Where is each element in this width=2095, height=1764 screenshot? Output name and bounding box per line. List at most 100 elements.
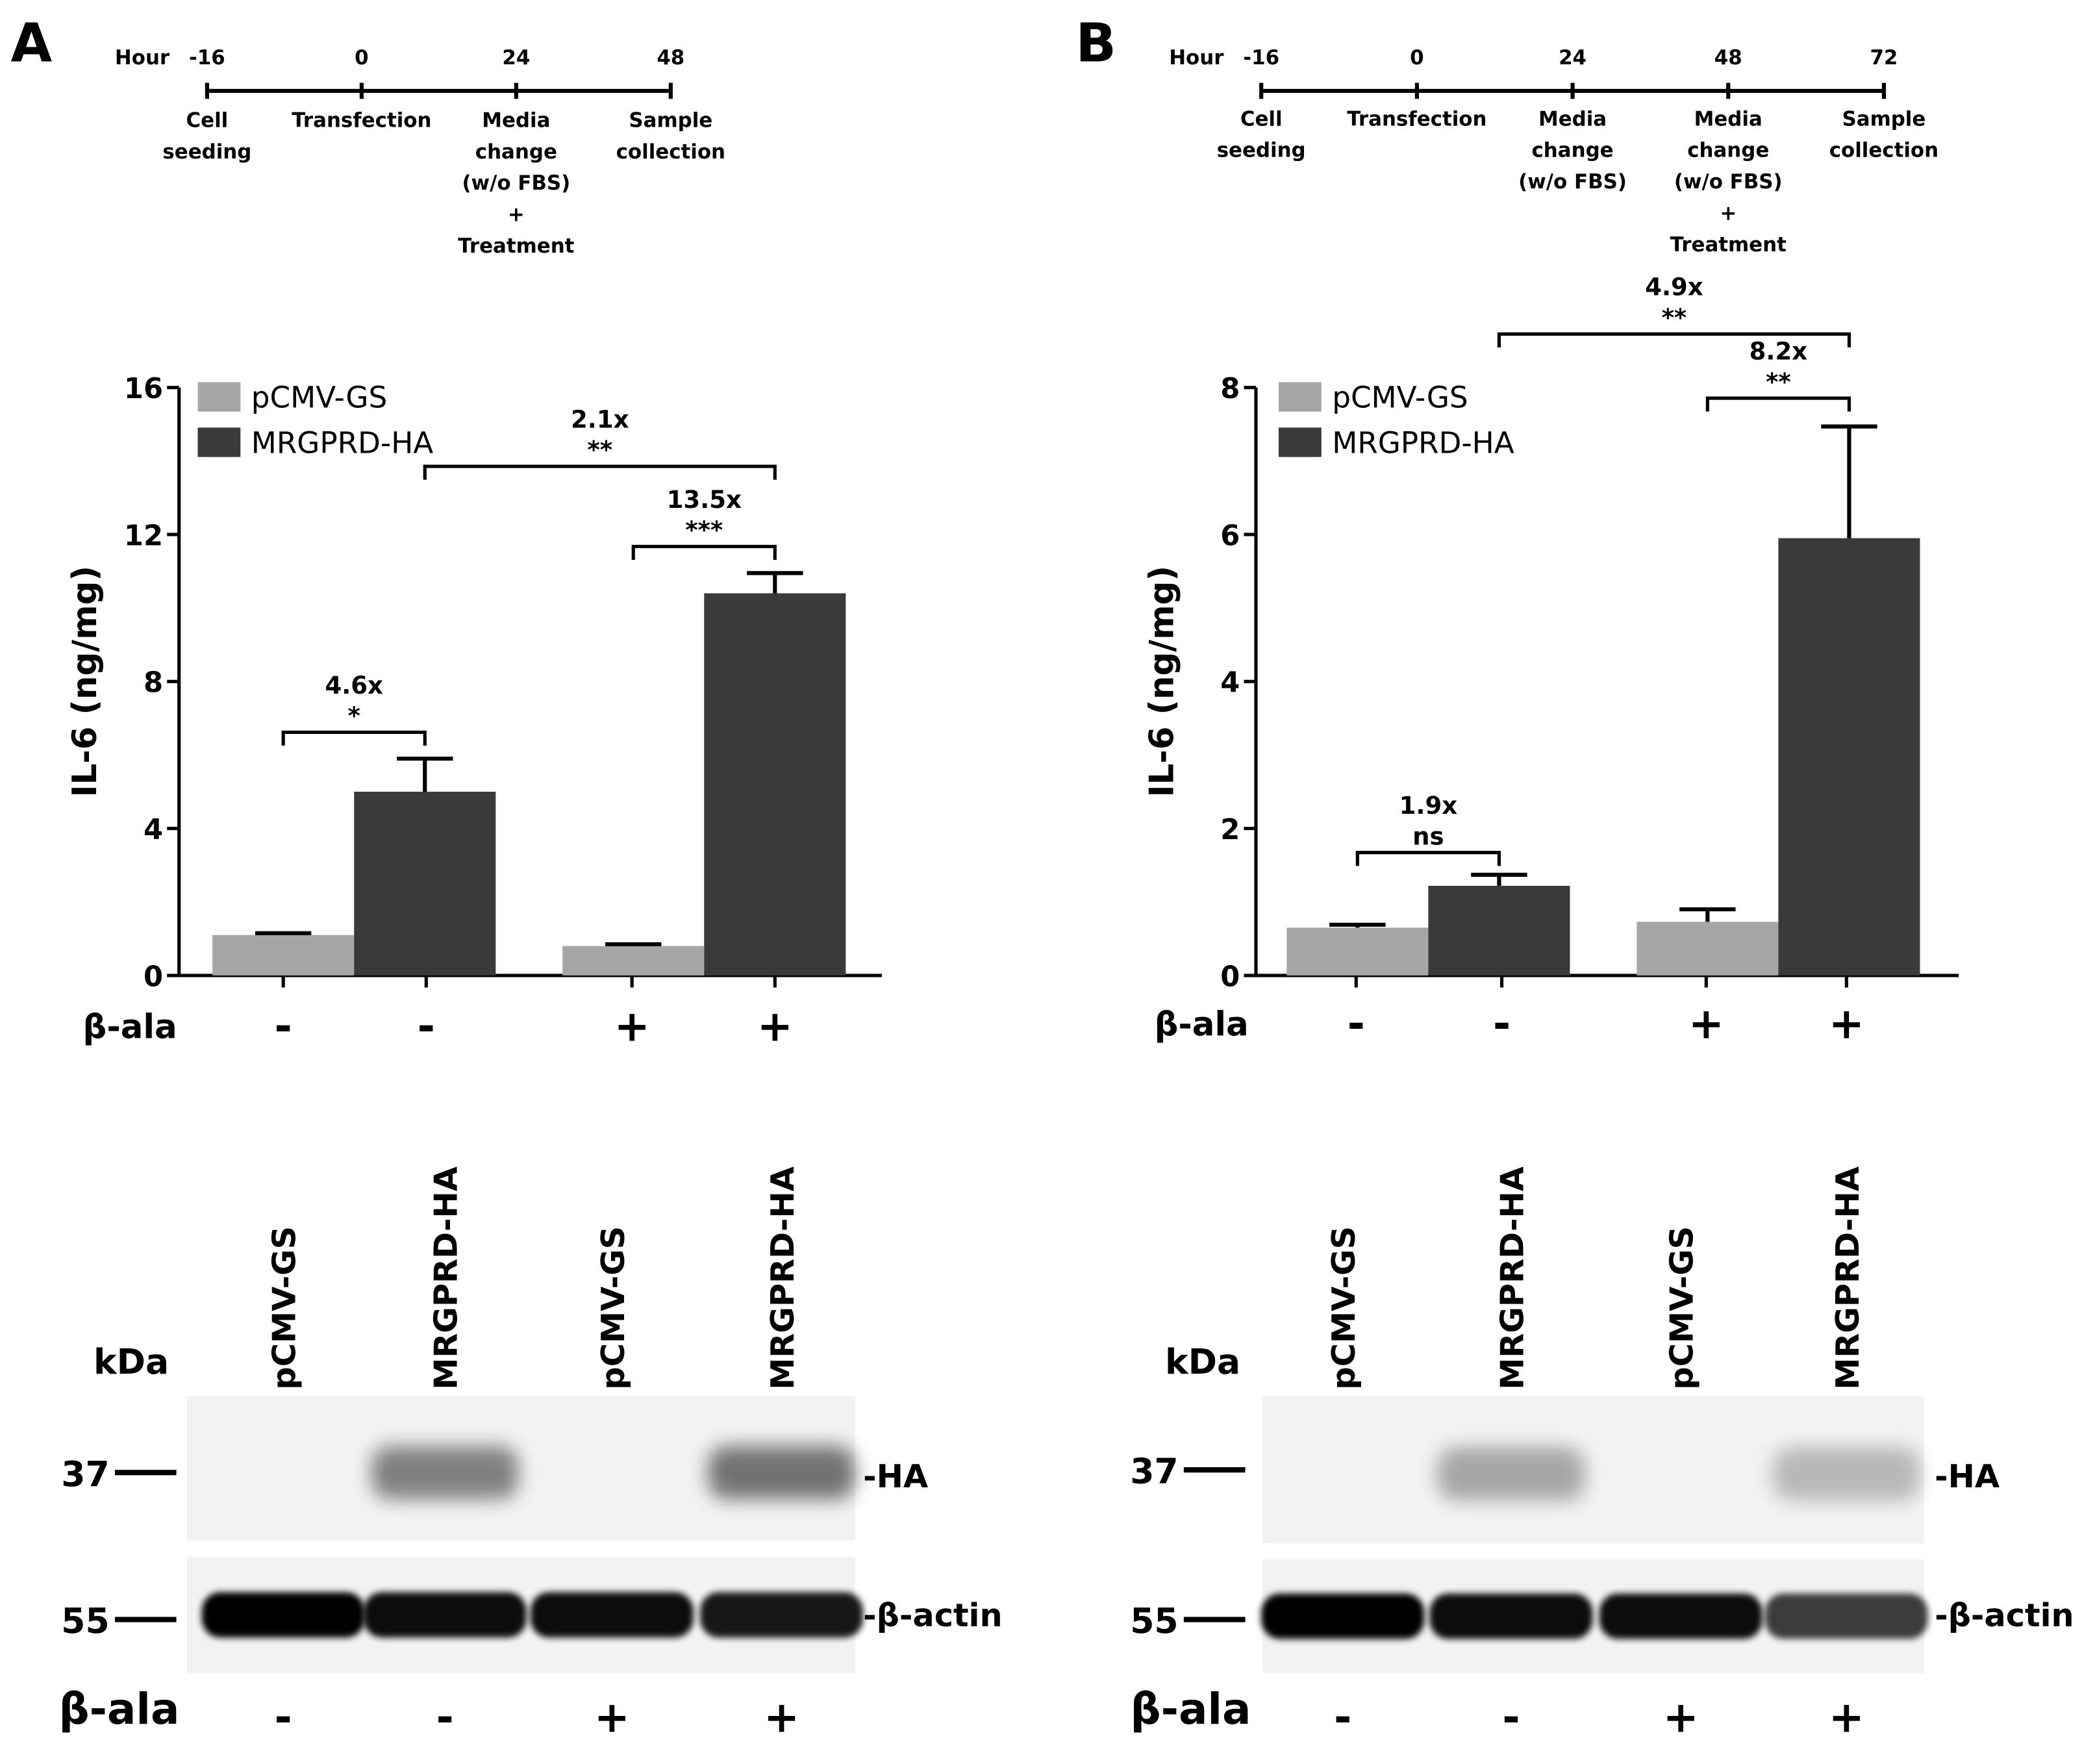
timeline-hour-label: 0 bbox=[355, 46, 368, 69]
timeline-hour-label: 48 bbox=[1714, 46, 1742, 69]
timeline-event-label: Cell bbox=[186, 108, 229, 132]
timeline-event-label: Sample bbox=[1842, 107, 1926, 131]
timeline-event-label: collection bbox=[1829, 139, 1938, 162]
y-tick-label: 4 bbox=[144, 814, 163, 846]
legend-label: pCMV-GS bbox=[251, 381, 387, 415]
lane-label: MRGPRD-HA bbox=[764, 1166, 801, 1390]
y-axis-title: IL-6 (ng/mg) bbox=[1142, 566, 1181, 798]
timeline-event-label: (w/o FBS) bbox=[1518, 170, 1627, 194]
lane-label: pCMV-GS bbox=[1325, 1226, 1362, 1390]
significance-label: * bbox=[348, 702, 360, 730]
panel-a-timeline: Hour -16 Cell seeding 0 Transfection 24 Media ch… bbox=[115, 46, 725, 258]
panel-b-timeline: Hour -16 Cell seeding 0 Transfection 24 Media ch… bbox=[1169, 46, 1938, 257]
panel-b-western-blot: pCMV-GS MRGPRD-HA pCMV-GS MRGPRD-HA kDa 37 55 -… bbox=[1130, 1166, 2074, 1742]
y-tick-label: 2 bbox=[1220, 814, 1240, 846]
legend-label: MRGPRD-HA bbox=[1332, 425, 1514, 460]
timeline-hour-label: -16 bbox=[1243, 46, 1279, 69]
treatment-sign: + bbox=[1688, 999, 1724, 1049]
kda-label: kDa bbox=[1165, 1341, 1240, 1382]
significance-label: ** bbox=[1766, 368, 1791, 396]
timeline-event-label: Transfection bbox=[292, 108, 431, 132]
panel-b-il6-chart: 0 2 4 6 8 IL-6 (ng/mg) β-ala - - + + pCMV-GS MRGPRD-… bbox=[1142, 273, 1959, 1049]
y-tick-label: 8 bbox=[1220, 373, 1240, 405]
y-tick-label: 16 bbox=[124, 373, 163, 405]
significance-bracket bbox=[423, 464, 777, 480]
significance-label: *** bbox=[685, 516, 723, 544]
timeline-event-label: Transfection bbox=[1347, 107, 1487, 131]
x-axis-title: β-ala bbox=[1155, 1005, 1249, 1044]
fold-change-label: 2.1x bbox=[571, 405, 629, 433]
lane-label: MRGPRD-HA bbox=[427, 1166, 465, 1390]
timeline-event-label: (w/o FBS) bbox=[1674, 170, 1783, 194]
panel-a-il6-chart: 0 4 8 12 16 IL-6 (ng/mg) β-ala - - + + pCMV-GS MRGPR… bbox=[66, 373, 882, 1052]
band-label: -HA bbox=[863, 1457, 928, 1495]
treatment-sign: - bbox=[1348, 999, 1365, 1049]
significance-bracket bbox=[281, 730, 427, 746]
timeline-event-label: Media bbox=[1694, 107, 1763, 131]
fold-change-label: 4.6x bbox=[325, 672, 383, 699]
y-axis-title: IL-6 (ng/mg) bbox=[66, 566, 105, 798]
y-tick-label: 6 bbox=[1220, 520, 1240, 552]
significance-label: ns bbox=[1412, 822, 1444, 850]
timeline-event-label: seeding bbox=[162, 140, 251, 164]
ha-band bbox=[371, 1446, 519, 1500]
actin-band bbox=[1261, 1593, 1425, 1639]
timeline-event-label: Treatment bbox=[458, 234, 574, 258]
bar bbox=[354, 792, 496, 976]
y-tick-label: 0 bbox=[1220, 961, 1240, 993]
timeline-hour-label: -16 bbox=[189, 46, 225, 69]
legend-swatch bbox=[197, 427, 241, 457]
marker-label: 55 bbox=[1130, 1600, 1178, 1641]
blot-treatment-sign: - bbox=[275, 1692, 292, 1742]
y-tick-label: 4 bbox=[1220, 667, 1240, 699]
kda-label: kDa bbox=[94, 1341, 169, 1382]
timeline-event-label: change bbox=[475, 140, 557, 164]
marker-label: 37 bbox=[61, 1454, 109, 1494]
lane-label: MRGPRD-HA bbox=[1829, 1166, 1866, 1390]
bar bbox=[1637, 922, 1779, 976]
timeline-event-label: Sample bbox=[629, 108, 712, 132]
panel-b-letter: B bbox=[1075, 13, 1116, 75]
timeline-unit-label: Hour bbox=[1169, 46, 1224, 69]
panel-a-western-blot: pCMV-GS MRGPRD-HA pCMV-GS MRGPRD-HA kDa 37 55 -… bbox=[59, 1166, 1003, 1742]
lane-label: MRGPRD-HA bbox=[1493, 1166, 1531, 1390]
timeline-event-label: seeding bbox=[1217, 139, 1306, 162]
significance-label: ** bbox=[1662, 304, 1687, 332]
legend-label: pCMV-GS bbox=[1332, 381, 1468, 415]
actin-band bbox=[1429, 1593, 1593, 1639]
blot-treatment-sign: - bbox=[1502, 1692, 1520, 1742]
actin-band bbox=[201, 1592, 365, 1638]
treatment-sign: - bbox=[418, 1002, 435, 1052]
significance-bracket bbox=[1497, 332, 1851, 347]
timeline-hour-label: 72 bbox=[1870, 46, 1898, 69]
treatment-sign: - bbox=[1493, 999, 1511, 1049]
timeline-event-label: collection bbox=[616, 140, 725, 164]
timeline-hour-label: 48 bbox=[657, 46, 684, 69]
timeline-event-label: Treatment bbox=[1670, 233, 1787, 257]
marker-label: 37 bbox=[1130, 1451, 1178, 1492]
timeline-hour-label: 0 bbox=[1410, 46, 1424, 69]
lane-label: pCMV-GS bbox=[594, 1226, 632, 1390]
fold-change-label: 1.9x bbox=[1399, 792, 1458, 820]
y-tick-label: 8 bbox=[144, 667, 163, 699]
timeline-event-label: change bbox=[1687, 139, 1769, 162]
blot-treatment-sign: + bbox=[594, 1692, 630, 1742]
lane-label: pCMV-GS bbox=[1663, 1226, 1701, 1390]
blot-ala-label: β-ala bbox=[1131, 1684, 1251, 1734]
actin-band bbox=[1599, 1593, 1763, 1639]
blot-treatment-sign: + bbox=[1663, 1692, 1699, 1742]
y-tick-label: 0 bbox=[144, 961, 163, 993]
blot-treatment-sign: - bbox=[436, 1692, 453, 1742]
bar bbox=[212, 935, 355, 976]
legend-swatch bbox=[1278, 427, 1322, 457]
timeline-unit-label: Hour bbox=[115, 46, 170, 69]
blot-treatment-sign: + bbox=[1829, 1692, 1864, 1742]
actin-band bbox=[1764, 1593, 1928, 1639]
legend-swatch bbox=[197, 382, 241, 412]
ha-band bbox=[1773, 1447, 1920, 1501]
bar bbox=[704, 593, 846, 976]
ha-band bbox=[1437, 1447, 1585, 1501]
treatment-sign: + bbox=[757, 1002, 793, 1052]
timeline-event-label: Cell bbox=[1240, 107, 1283, 131]
